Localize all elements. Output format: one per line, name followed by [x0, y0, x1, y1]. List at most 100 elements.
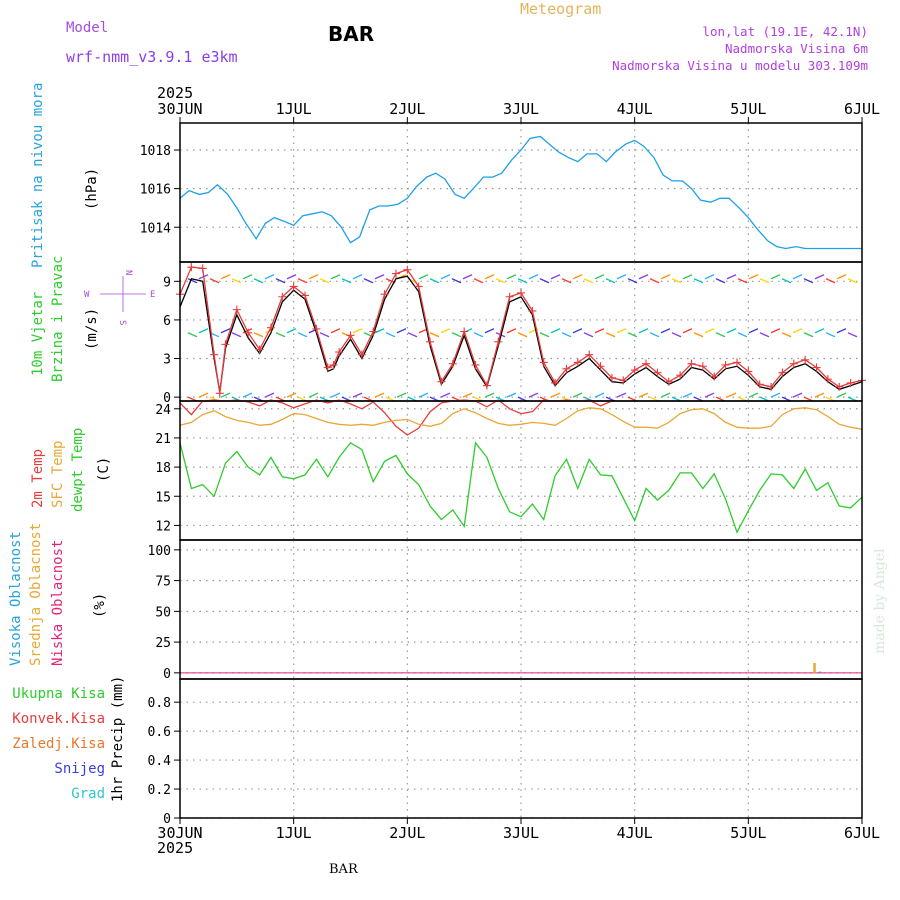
wind-arrow [396, 328, 407, 334]
series-line-0 [179, 275, 863, 393]
wind-speed-marker [698, 362, 707, 371]
wind-arrow [528, 392, 539, 398]
wind-arrow [682, 328, 693, 334]
wind-arrow [473, 278, 484, 284]
ytick-label: 1016 [140, 183, 171, 198]
wind-arrow [539, 332, 550, 338]
wind-arrow [198, 328, 209, 334]
legend-grad: Grad [71, 786, 105, 802]
wind-arrow [715, 278, 726, 284]
wind-arrow [792, 274, 803, 280]
ytick-label: 0.4 [148, 754, 172, 769]
legend-ukupna-kisa: Ukupna Kisa [12, 686, 105, 702]
xtick-label-top: 5JUL [730, 100, 766, 118]
wind-arrow [616, 392, 627, 398]
legend-konvek-kisa: Konvek.Kisa [12, 711, 105, 727]
wind-arrow [638, 328, 649, 334]
cloud-bar [818, 671, 822, 673]
wind-arrow [264, 392, 275, 398]
wind-arrow [825, 332, 836, 338]
ytick-label: 25 [155, 636, 171, 651]
wind-speed-marker [505, 292, 514, 301]
wind-arrow [660, 328, 671, 334]
wind-speed-marker [482, 381, 491, 390]
wind-arrow [748, 274, 759, 280]
wind-arrow [781, 278, 792, 284]
wind-arrow [385, 332, 396, 338]
wind-arrow [473, 332, 484, 338]
wind-arrow [550, 392, 561, 398]
wind-arrow [583, 278, 594, 284]
wind-arrow [506, 392, 517, 398]
series-line-0 [179, 135, 862, 250]
xtick-label-top: 4JUL [617, 100, 653, 118]
wind-speed-marker [562, 364, 571, 373]
wind-arrow [561, 278, 572, 284]
wind-arrow [814, 392, 825, 398]
wind-arrow [418, 274, 429, 280]
wind-arrow [286, 392, 297, 398]
xtick-label-top: 1JUL [276, 100, 312, 118]
wind-speed-marker [528, 306, 537, 315]
wind-speed-marker [289, 282, 298, 291]
wind-speed-marker [460, 327, 469, 336]
station-title: BAR [328, 22, 375, 46]
compass-east: E [150, 290, 155, 300]
wind-arrow [484, 392, 495, 398]
year-label-top: 2025 [157, 84, 194, 102]
wind-arrow [297, 332, 308, 338]
wind-speed-marker [215, 389, 224, 398]
wind-arrow [396, 392, 407, 398]
wind-arrow [836, 392, 847, 398]
wind-arrow [407, 332, 418, 338]
wind-arrow [759, 278, 770, 284]
wind-speed-marker [346, 331, 355, 340]
wind-speed-marker [676, 371, 685, 380]
wind-arrow [792, 392, 803, 398]
wind-arrow [682, 274, 693, 280]
wind-arrow [451, 332, 462, 338]
panel-wind: 0 3 6 9 [163, 261, 866, 406]
ytick-label: 0 [163, 667, 171, 682]
ytick-label: 0 [163, 812, 171, 827]
wind-arrow [429, 332, 440, 338]
wind-arrow [847, 332, 858, 338]
wind-arrow [198, 392, 209, 398]
ytick-label: 24 [155, 403, 171, 418]
wind-arrow [693, 278, 704, 284]
footer-station: BAR [329, 862, 358, 877]
wind-speed-marker [335, 348, 344, 357]
wind-arrow [759, 332, 770, 338]
wind-arrow [605, 278, 616, 284]
wind-compass: N W E S [84, 270, 155, 325]
wind-arrow [418, 392, 429, 398]
model-name: wrf-nmm_v3.9.1 e3km [66, 48, 238, 66]
wind-arrow [286, 274, 297, 280]
wind-arrow [220, 392, 231, 398]
wind-arrow [440, 328, 451, 334]
wind-speed-marker [232, 305, 241, 314]
wind-speed-marker [323, 363, 332, 372]
series-line-1 [179, 266, 863, 394]
wind-speed-marker [630, 366, 639, 375]
xtick-label-top: 6JUL [844, 100, 880, 118]
ytick-label: 9 [163, 275, 171, 290]
panel-temperature: 12 15 18 21 24 [155, 399, 863, 541]
wind-arrow [748, 328, 759, 334]
series-2m-temp [179, 399, 613, 436]
wind-arrow [517, 278, 528, 284]
wind-arrow [297, 278, 308, 284]
wind-arrow [605, 332, 616, 338]
elevation-info: Nadmorska Visina 6m [725, 41, 868, 56]
wind-arrow [781, 332, 792, 338]
wind-arrow [649, 332, 660, 338]
wind-arrow [319, 278, 330, 284]
ytick-label: 0 [163, 391, 171, 406]
year-label-bottom: 2025 [157, 839, 194, 857]
wind-arrow [638, 392, 649, 398]
xtick-label-bottom: 30JUN [157, 824, 202, 842]
wind-speed-marker [312, 324, 321, 333]
wind-arrow [484, 328, 495, 334]
xtick-label-top: 2JUL [389, 100, 425, 118]
